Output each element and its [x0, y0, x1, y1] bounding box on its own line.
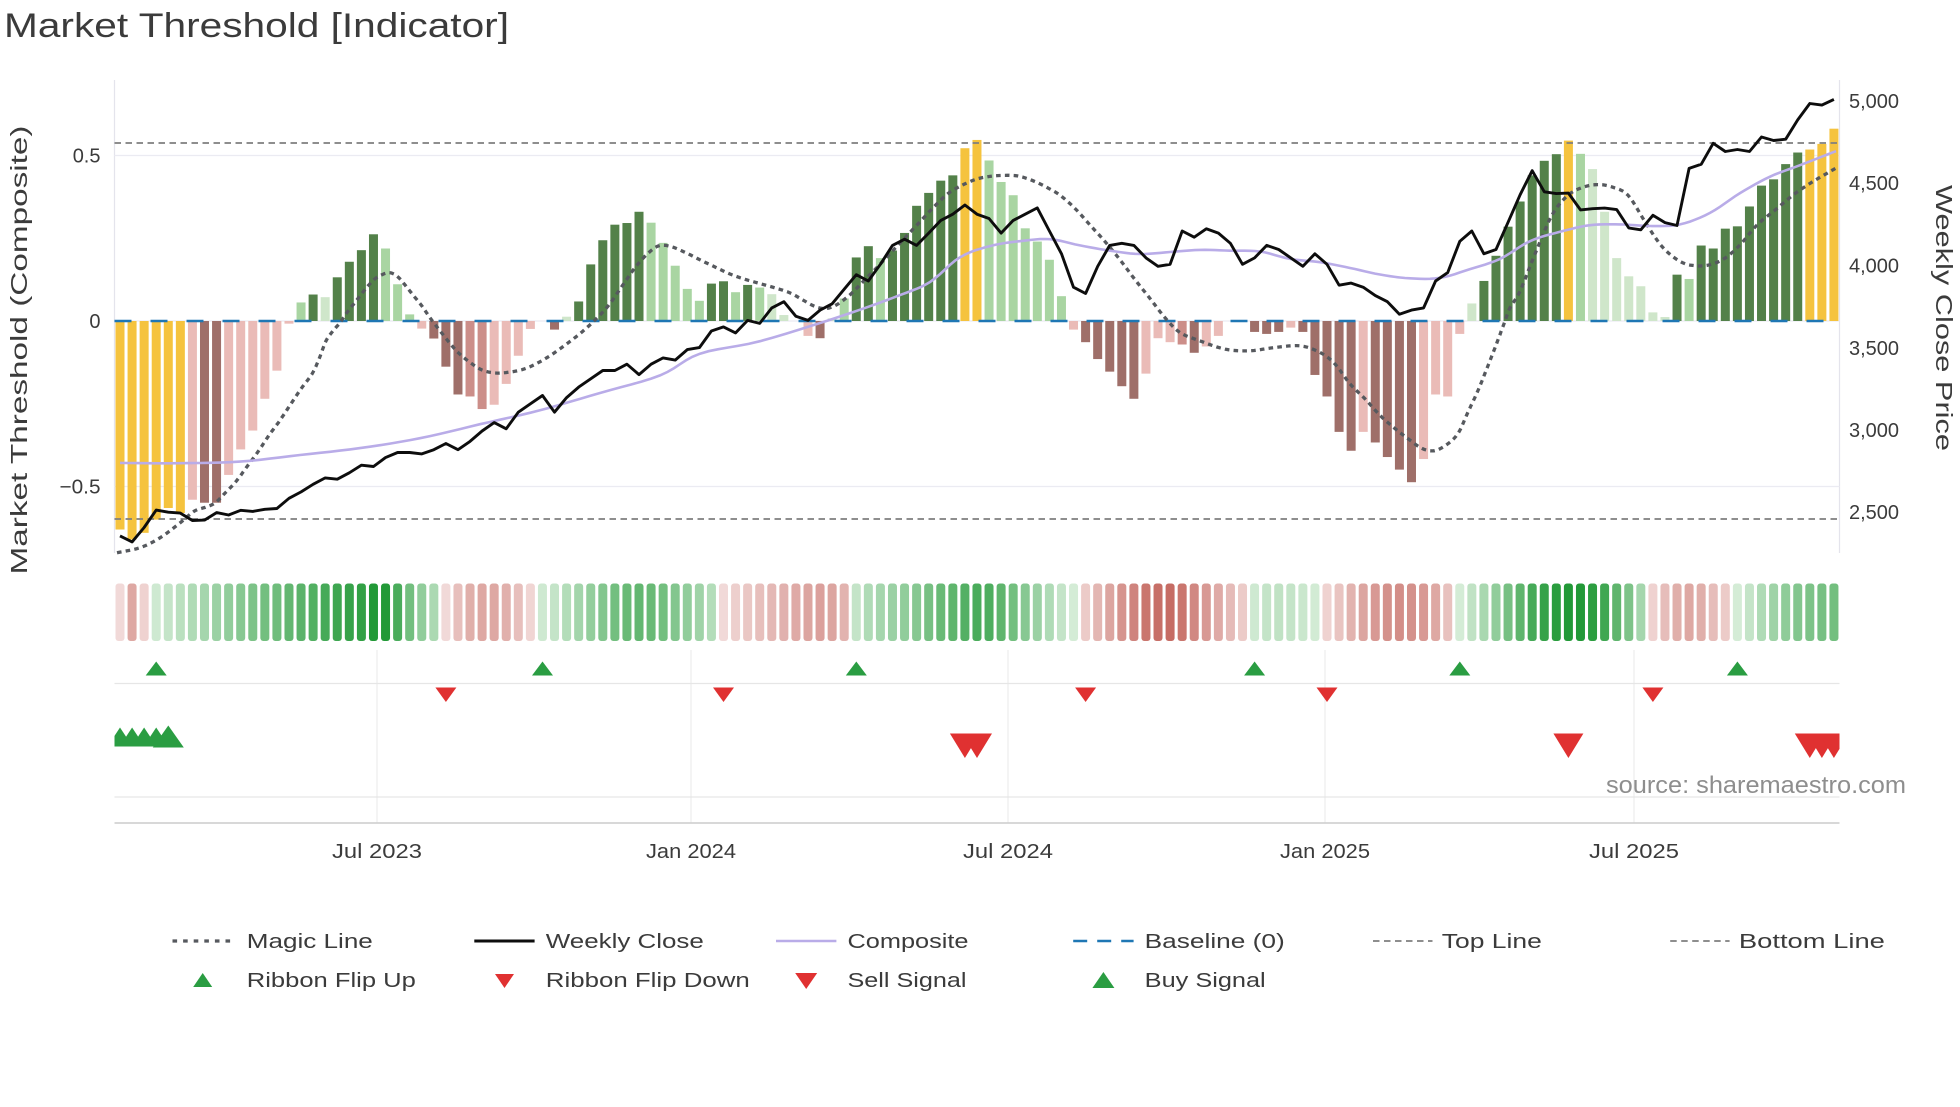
svg-text:Bottom Line: Bottom Line	[1739, 931, 1885, 953]
svg-text:Jul 2023: Jul 2023	[332, 841, 422, 863]
svg-text:−0.5: −0.5	[60, 477, 101, 499]
svg-text:4,000: 4,000	[1849, 256, 1899, 278]
svg-text:Top Line: Top Line	[1442, 931, 1542, 953]
svg-text:source: sharemaestro.com: source: sharemaestro.com	[1606, 772, 1906, 799]
svg-text:0.5: 0.5	[73, 146, 101, 168]
svg-text:Magic Line: Magic Line	[247, 931, 373, 953]
svg-text:Market Threshold [Indicator]: Market Threshold [Indicator]	[4, 7, 509, 45]
svg-text:Jan 2025: Jan 2025	[1280, 841, 1370, 863]
svg-text:2,500: 2,500	[1849, 502, 1899, 524]
svg-text:Ribbon Flip Up: Ribbon Flip Up	[247, 970, 416, 992]
svg-text:3,000: 3,000	[1849, 420, 1899, 442]
svg-text:3,500: 3,500	[1849, 338, 1899, 360]
svg-text:Weekly Close Price: Weekly Close Price	[1931, 185, 1957, 451]
svg-text:Composite: Composite	[848, 931, 969, 953]
svg-text:Jul 2024: Jul 2024	[963, 841, 1053, 863]
svg-text:4,500: 4,500	[1849, 173, 1899, 195]
svg-text:Buy Signal: Buy Signal	[1145, 970, 1266, 992]
svg-text:Market Threshold (Composite): Market Threshold (Composite)	[6, 126, 32, 575]
svg-text:Weekly Close: Weekly Close	[546, 931, 704, 953]
svg-text:5,000: 5,000	[1849, 91, 1899, 113]
svg-text:0: 0	[89, 311, 100, 333]
svg-text:Baseline (0): Baseline (0)	[1145, 931, 1285, 953]
svg-text:Sell Signal: Sell Signal	[848, 970, 967, 992]
svg-text:Jan 2024: Jan 2024	[646, 841, 736, 863]
svg-text:Ribbon Flip Down: Ribbon Flip Down	[546, 970, 750, 992]
svg-text:Jul 2025: Jul 2025	[1589, 841, 1679, 863]
